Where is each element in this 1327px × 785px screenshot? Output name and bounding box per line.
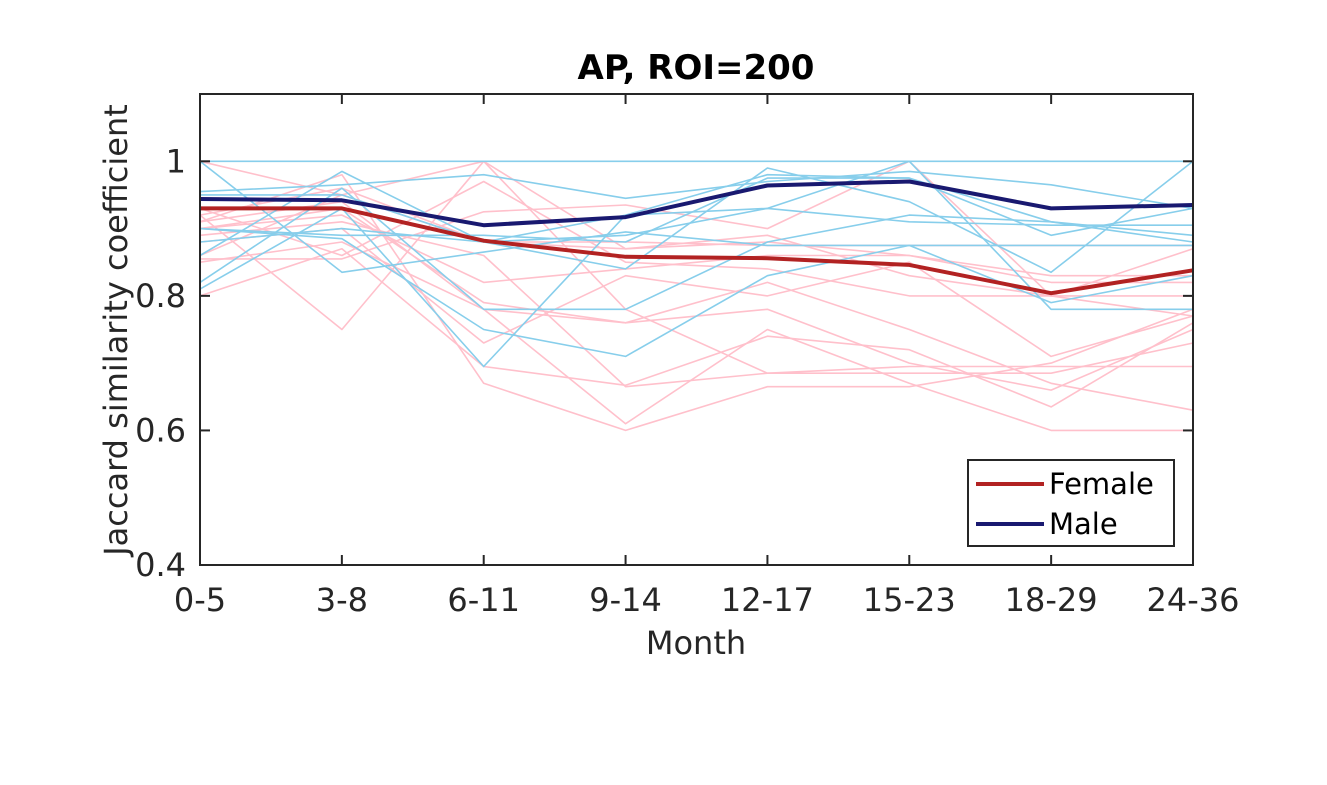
plot-lines — [199, 160, 1194, 432]
y-tick-label: 0.6 — [135, 411, 186, 449]
female-subject-line-6 — [199, 227, 1194, 358]
x-tick-label: 12-17 — [721, 581, 814, 619]
x-tick-label: 15-23 — [863, 581, 956, 619]
female-subject-line-4 — [199, 248, 1194, 408]
chart-title: AP, ROI=200 — [578, 48, 815, 88]
y-tick-label: 1 — [166, 142, 186, 180]
female-subject-line-9 — [200, 160, 1194, 297]
male-subject-line-5 — [199, 187, 1194, 311]
male-subject-line-3 — [199, 160, 1194, 274]
male-subject-line-9 — [199, 207, 1193, 243]
male-subject-line-8 — [199, 177, 1194, 243]
y-tick-label: 0.8 — [135, 277, 186, 315]
x-tick-label: 9-14 — [589, 581, 662, 619]
legend-label-female: Female — [1049, 467, 1154, 501]
x-tick-label: 3-8 — [316, 581, 368, 619]
y-axis-label: Jaccard similarity coefficient — [97, 104, 135, 558]
female-subject-line-11 — [199, 221, 1193, 388]
legend: Female Male — [967, 459, 1175, 547]
female-subject-line-8 — [199, 214, 1193, 284]
legend-label-male: Male — [1049, 507, 1118, 541]
legend-box — [967, 459, 1175, 547]
male-mean-line — [199, 179, 1194, 228]
female-subject-line-3 — [199, 241, 1193, 432]
x-axis-label: Month — [646, 624, 746, 662]
male-subject-line-4 — [199, 227, 1194, 358]
axes-box — [199, 93, 1194, 566]
axis-ticks: 0-5 3-8 6-11 9-14 12-17 15-23 18-29 24-36 0.4 0.6… — [135, 94, 1239, 619]
x-tick-label: 24-36 — [1147, 581, 1240, 619]
female-subject-line-7 — [199, 180, 1193, 297]
x-tick-label: 0-5 — [174, 581, 226, 619]
male-subject-line-6 — [199, 160, 1193, 274]
x-tick-label: 6-11 — [447, 581, 520, 619]
y-tick-label: 0.4 — [135, 546, 186, 584]
female-subject-line-12 — [199, 200, 1194, 411]
female-mean-line — [200, 206, 1194, 296]
x-tick-label: 18-29 — [1005, 581, 1098, 619]
female-subject-line-10 — [199, 160, 1194, 375]
